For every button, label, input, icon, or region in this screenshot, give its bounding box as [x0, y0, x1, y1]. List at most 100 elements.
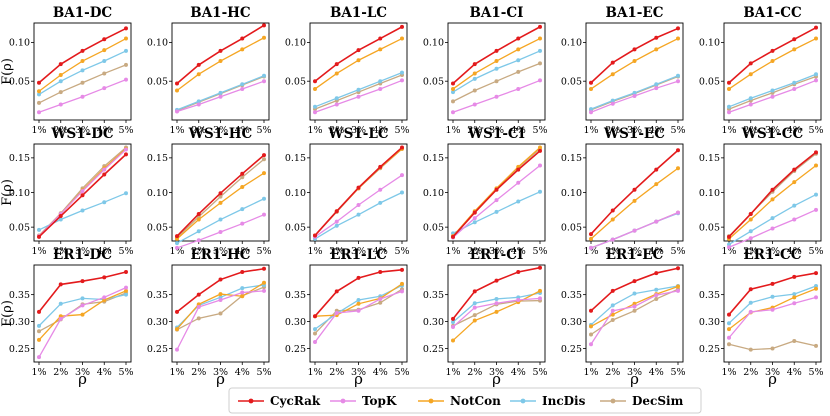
data-point-cycrak	[378, 270, 383, 275]
data-point-cycrak	[727, 312, 731, 317]
data-point-incdis	[356, 87, 361, 92]
data-point-incdis	[240, 82, 245, 87]
data-point-incdis	[676, 73, 680, 78]
x-tick-label: 2%	[329, 125, 344, 136]
data-point-topk	[218, 298, 223, 303]
x-tick-label: 5%	[394, 125, 409, 136]
x-tick-label: 1%	[583, 246, 598, 257]
x-tick-label: 3%	[489, 367, 504, 378]
y-tick-label: 0.10	[423, 188, 444, 199]
data-point-topk	[240, 86, 245, 91]
x-tick-label: 1%	[721, 246, 736, 257]
data-point-cycrak	[676, 266, 680, 271]
data-point-notcon	[654, 47, 659, 52]
data-point-decsim	[451, 99, 455, 104]
y-tick-label: 0.05	[699, 77, 720, 88]
panel-title: WS1-DC	[50, 126, 114, 142]
data-point-incdis	[334, 223, 339, 228]
panel-ba1-ci: BA1-CI 0.05 0.10 1% 2% 3% 4% 5%	[423, 5, 548, 136]
data-point-topk	[654, 86, 659, 91]
data-point-notcon	[632, 59, 637, 64]
data-point-topk	[175, 245, 179, 250]
y-tick-label: 0.25	[423, 344, 444, 355]
data-point-decsim	[516, 69, 521, 74]
data-point-topk	[814, 78, 818, 83]
x-tick-label: 1%	[583, 367, 598, 378]
x-tick-label: 1%	[445, 125, 460, 136]
data-point-topk	[632, 93, 637, 98]
x-axis-label: ρ	[768, 370, 777, 388]
x-axis-label: ρ	[630, 370, 639, 388]
x-tick-label: 5%	[532, 367, 547, 378]
data-point-incdis	[632, 90, 637, 95]
series-line-notcon	[176, 172, 265, 240]
x-tick-label: 3%	[351, 246, 366, 257]
data-point-topk	[494, 301, 499, 306]
data-point-notcon	[610, 217, 615, 222]
data-point-notcon	[814, 286, 818, 291]
y-axis-label: F(ρ)	[0, 179, 15, 206]
panel-ba1-cc: BA1-CC 0.05 0.10 1% 2% 3% 4% 5%	[699, 5, 824, 136]
data-point-cycrak	[313, 79, 317, 84]
data-point-topk	[538, 163, 542, 168]
panel-er1-dc: ER1-DC 0.25 0.30 0.35 1% 2% 3% 4% 5%	[9, 247, 134, 378]
panel-er1-hc: ER1-HC 0.25 0.30 0.35 1% 2% 3% 4% 5%	[147, 247, 272, 378]
data-point-topk	[240, 290, 245, 295]
data-point-incdis	[451, 320, 455, 325]
data-point-notcon	[240, 294, 245, 299]
legend-label-topk: TopK	[362, 394, 397, 408]
x-tick-label: 1%	[445, 367, 460, 378]
data-point-incdis	[240, 207, 245, 212]
data-point-notcon	[538, 145, 542, 150]
data-point-incdis	[58, 79, 63, 84]
data-point-incdis	[538, 189, 542, 194]
data-point-topk	[240, 221, 245, 226]
y-tick-label: 0.35	[423, 290, 444, 301]
data-point-cycrak	[516, 167, 521, 172]
data-point-cycrak	[400, 267, 404, 272]
data-point-decsim	[472, 88, 477, 93]
x-tick-label: 4%	[511, 125, 526, 136]
data-point-incdis	[472, 76, 477, 81]
data-point-cycrak	[814, 150, 818, 155]
y-tick-label: 0.30	[9, 317, 30, 328]
panel-title: ER1-EC	[606, 247, 664, 263]
series-line-decsim	[314, 148, 403, 236]
data-point-cycrak	[102, 37, 107, 42]
x-tick-label: 4%	[649, 367, 664, 378]
data-point-notcon	[240, 47, 245, 52]
data-point-notcon	[610, 72, 615, 77]
y-tick-label: 0.05	[423, 222, 444, 233]
panel-er1-cc: ER1-CC 0.25 0.30 0.35 1% 2% 3% 4% 5%	[699, 247, 824, 378]
x-tick-label: 2%	[605, 246, 620, 257]
data-point-cycrak	[334, 62, 339, 67]
x-tick-label: 3%	[627, 125, 642, 136]
data-point-cycrak	[589, 232, 593, 237]
data-point-cycrak	[632, 47, 637, 52]
data-point-cycrak	[632, 187, 637, 192]
data-point-incdis	[400, 190, 404, 195]
x-tick-label: 5%	[532, 246, 547, 257]
data-point-topk	[748, 236, 753, 241]
series-line-cycrak	[452, 150, 541, 238]
y-tick-label: 0.10	[9, 38, 30, 49]
data-point-decsim	[218, 311, 223, 316]
data-point-notcon	[400, 281, 404, 286]
x-tick-label: 1%	[31, 125, 46, 136]
x-tick-label: 2%	[467, 367, 482, 378]
data-point-cycrak	[313, 233, 317, 238]
data-point-cycrak	[80, 279, 85, 284]
series-line-notcon	[314, 148, 403, 236]
data-point-notcon	[538, 36, 542, 41]
data-point-cycrak	[770, 187, 775, 192]
series-line-incdis	[38, 50, 127, 95]
data-point-incdis	[654, 82, 659, 87]
data-point-incdis	[218, 90, 223, 95]
data-point-notcon	[262, 171, 266, 176]
series-line-notcon	[314, 37, 403, 90]
data-point-incdis	[80, 296, 85, 301]
data-point-cycrak	[124, 270, 128, 275]
panel-ba1-hc: BA1-HC 0.05 0.10 1% 2% 3% 4% 5%	[147, 5, 272, 136]
data-point-notcon	[356, 58, 361, 63]
data-point-topk	[451, 324, 455, 329]
